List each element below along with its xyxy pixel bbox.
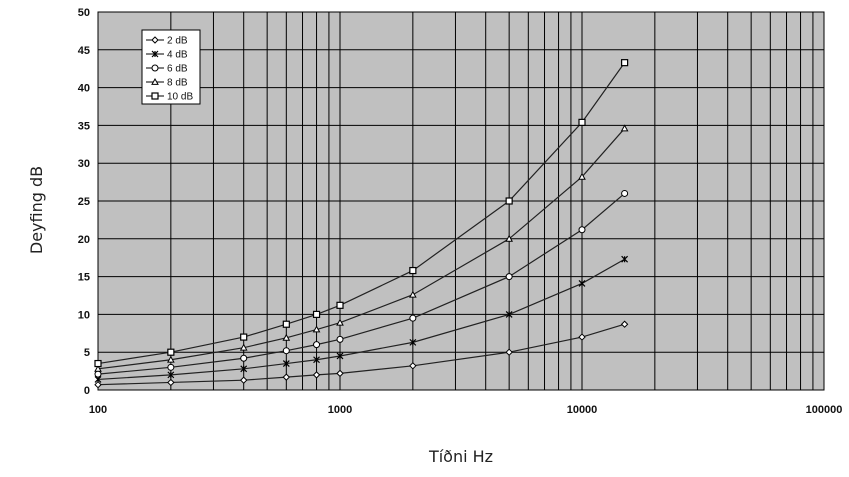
data-point-triangle	[312, 325, 321, 333]
y-tick-label: 45	[78, 45, 90, 57]
data-series	[94, 59, 629, 389]
data-point-circle	[621, 189, 629, 197]
legend-label: 10 dB	[167, 92, 193, 103]
data-point-square	[282, 320, 290, 328]
data-point-diamond	[409, 362, 417, 370]
x-tick-label: 10000	[567, 404, 598, 416]
x-tick-labels: 100 1000 10000 100000	[89, 404, 843, 416]
data-point-circle	[151, 64, 159, 72]
data-point-circle	[94, 370, 102, 378]
data-point-diamond	[620, 320, 629, 328]
data-point-square	[505, 197, 513, 205]
data-point-diamond	[505, 348, 513, 356]
data-point-diamond	[151, 36, 159, 44]
data-point-square	[167, 348, 175, 356]
series-4-db	[94, 255, 629, 383]
data-point-circle	[578, 226, 586, 234]
data-point-square	[94, 359, 102, 368]
data-point-square	[336, 301, 344, 309]
data-point-diamond	[312, 371, 321, 379]
data-point-triangle	[336, 318, 344, 326]
series-8-db	[94, 124, 629, 372]
data-point-triangle	[282, 333, 291, 341]
y-tick-label: 35	[78, 120, 90, 132]
series-line	[97, 62, 626, 365]
data-point-triangle	[578, 172, 586, 180]
data-point-star	[151, 50, 159, 58]
grid-lines	[97, 11, 825, 391]
data-point-diamond	[239, 376, 248, 384]
data-point-star	[621, 255, 629, 263]
series-line	[97, 128, 626, 370]
data-point-triangle	[408, 290, 417, 298]
data-point-triangle	[166, 355, 175, 363]
data-point-star	[578, 279, 586, 287]
data-point-star	[282, 360, 290, 367]
series-6-db	[94, 189, 629, 378]
data-point-star	[505, 310, 513, 318]
series-line	[97, 258, 625, 381]
series-10-db	[94, 59, 629, 368]
y-tick-label: 15	[78, 272, 90, 284]
y-tick-label: 30	[78, 158, 90, 170]
y-axis-title: Deyfing dB	[27, 166, 46, 254]
y-tick-label: 20	[78, 234, 90, 246]
data-point-star	[336, 352, 344, 360]
y-tick-label: 50	[78, 7, 90, 19]
data-point-diamond	[282, 373, 291, 381]
data-point-circle	[313, 341, 321, 349]
data-point-circle	[240, 354, 248, 362]
data-point-star	[240, 365, 248, 373]
data-point-square	[312, 310, 321, 318]
legend: 2 dB 4 dB 6 dB 8 dB 10 dB	[141, 29, 201, 105]
data-point-triangle	[239, 343, 248, 351]
data-point-star	[409, 338, 417, 346]
data-point-square	[621, 59, 629, 67]
data-point-square	[409, 266, 417, 275]
data-point-circle	[409, 314, 417, 322]
legend-label: 2 dB	[167, 36, 188, 47]
data-point-square	[578, 118, 586, 126]
data-point-square	[151, 92, 159, 100]
data-point-diamond	[94, 381, 102, 389]
legend-box	[141, 29, 201, 105]
data-point-diamond	[336, 369, 344, 378]
data-point-star	[167, 371, 175, 379]
data-point-square	[240, 333, 248, 341]
data-point-diamond	[578, 333, 586, 341]
series-2-db	[94, 320, 629, 389]
x-tick-label: 1000	[328, 404, 352, 416]
y-tick-label: 25	[78, 196, 90, 208]
legend-label: 6 dB	[167, 64, 188, 75]
plot-border	[97, 11, 825, 391]
x-tick-label: 100000	[806, 404, 843, 416]
data-point-triangle	[151, 77, 159, 85]
data-point-circle	[282, 347, 290, 355]
data-point-diamond	[167, 378, 175, 387]
series-line	[97, 192, 626, 375]
x-axis-title: Tíðni Hz	[428, 447, 493, 466]
y-tick-label: 0	[84, 385, 90, 397]
y-tick-label: 10	[78, 309, 90, 321]
series-line	[97, 323, 625, 386]
x-tick-label: 100	[89, 404, 107, 416]
data-point-triangle	[620, 124, 629, 132]
y-tick-labels: 0 5 10 15 20 25 30 35 40 45 50	[78, 7, 90, 397]
legend-label: 8 dB	[167, 78, 188, 89]
data-point-circle	[167, 363, 175, 371]
data-point-triangle	[94, 364, 102, 372]
data-point-triangle	[505, 234, 514, 242]
data-point-circle	[336, 335, 344, 343]
legend-label: 4 dB	[167, 50, 188, 61]
data-point-circle	[505, 273, 513, 281]
y-tick-label: 5	[84, 347, 90, 359]
data-point-star	[313, 356, 320, 364]
y-tick-label: 40	[78, 83, 90, 95]
